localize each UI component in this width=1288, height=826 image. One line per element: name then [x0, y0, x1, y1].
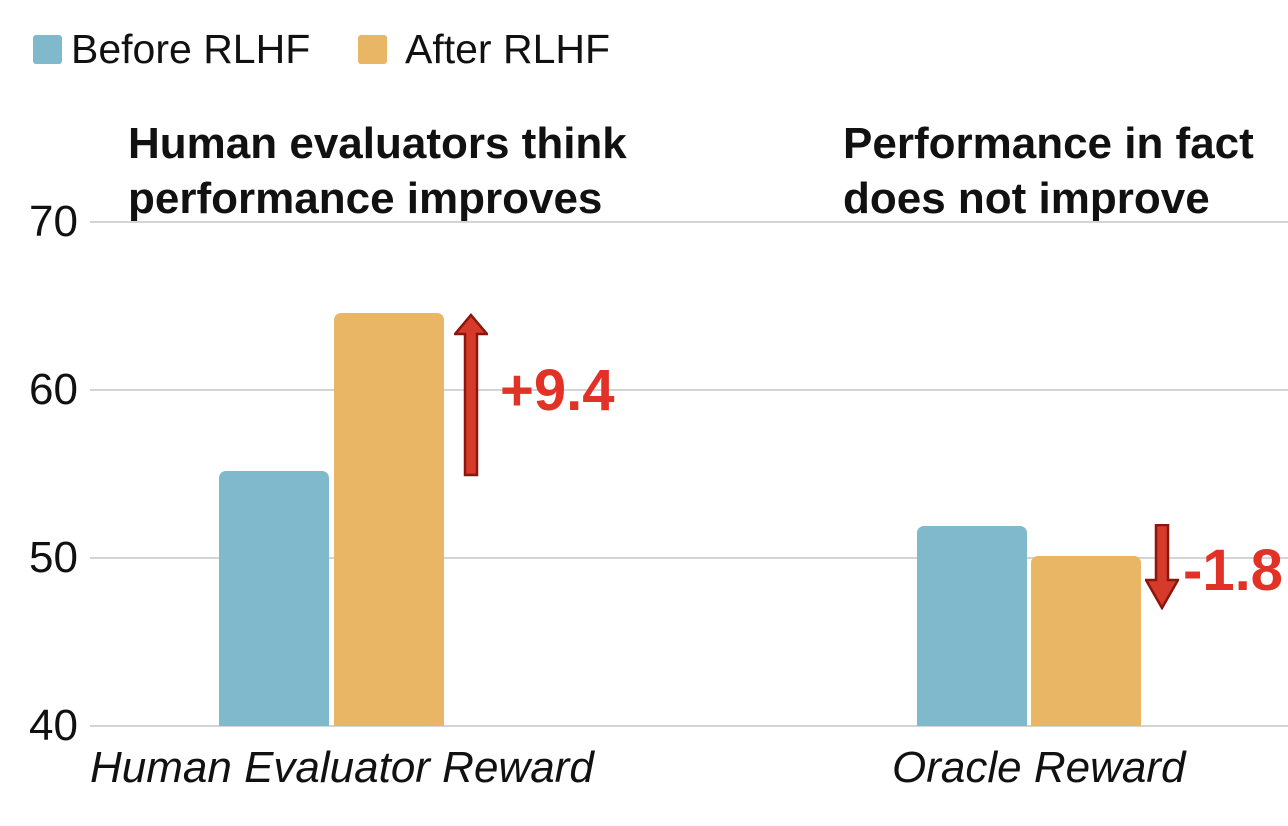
headline-right-line1: Performance in fact: [843, 119, 1254, 168]
headline-right-line2: does not improve: [843, 174, 1210, 223]
legend-label-after-rlhf: After RLHF: [405, 26, 611, 72]
bar-after-rlhf-oracle-reward: [1031, 556, 1141, 726]
headline-left-line2: performance improves: [128, 174, 603, 223]
x-category-label-oracle-reward: Oracle Reward: [892, 743, 1186, 792]
headline-left: Human evaluators think performance impro…: [128, 116, 627, 226]
y-tick-label-60: 60: [29, 365, 78, 414]
gridline-40: [90, 725, 1288, 727]
decrease-arrow-icon: [1145, 524, 1179, 610]
legend-item-after-rlhf: After RLHF: [358, 29, 610, 70]
bar-before-rlhf-human-evaluator-reward: [219, 470, 329, 726]
gridline-70: [90, 221, 1288, 223]
headline-left-line1: Human evaluators think: [128, 119, 627, 168]
legend-item-before-rlhf: Before RLHF: [33, 29, 310, 70]
y-tick-label-70: 70: [29, 197, 78, 246]
y-tick-label-50: 50: [29, 533, 78, 582]
headline-right: Performance in fact does not improve: [843, 116, 1254, 226]
bar-before-rlhf-oracle-reward: [917, 526, 1027, 726]
bar-after-rlhf-human-evaluator-reward: [334, 312, 444, 726]
delta-label-decrease: -1.8: [1183, 538, 1283, 603]
y-tick-label-40: 40: [29, 701, 78, 750]
x-category-label-human-evaluator-reward: Human Evaluator Reward: [90, 743, 594, 792]
delta-label-increase: +9.4: [500, 358, 615, 423]
legend-label-before-rlhf: Before RLHF: [71, 26, 311, 72]
gridline-60: [90, 389, 1288, 391]
gridline-50: [90, 557, 1288, 559]
increase-arrow-icon: [454, 313, 488, 477]
legend-swatch-before-rlhf: [33, 35, 62, 64]
legend-swatch-after-rlhf: [358, 35, 387, 64]
